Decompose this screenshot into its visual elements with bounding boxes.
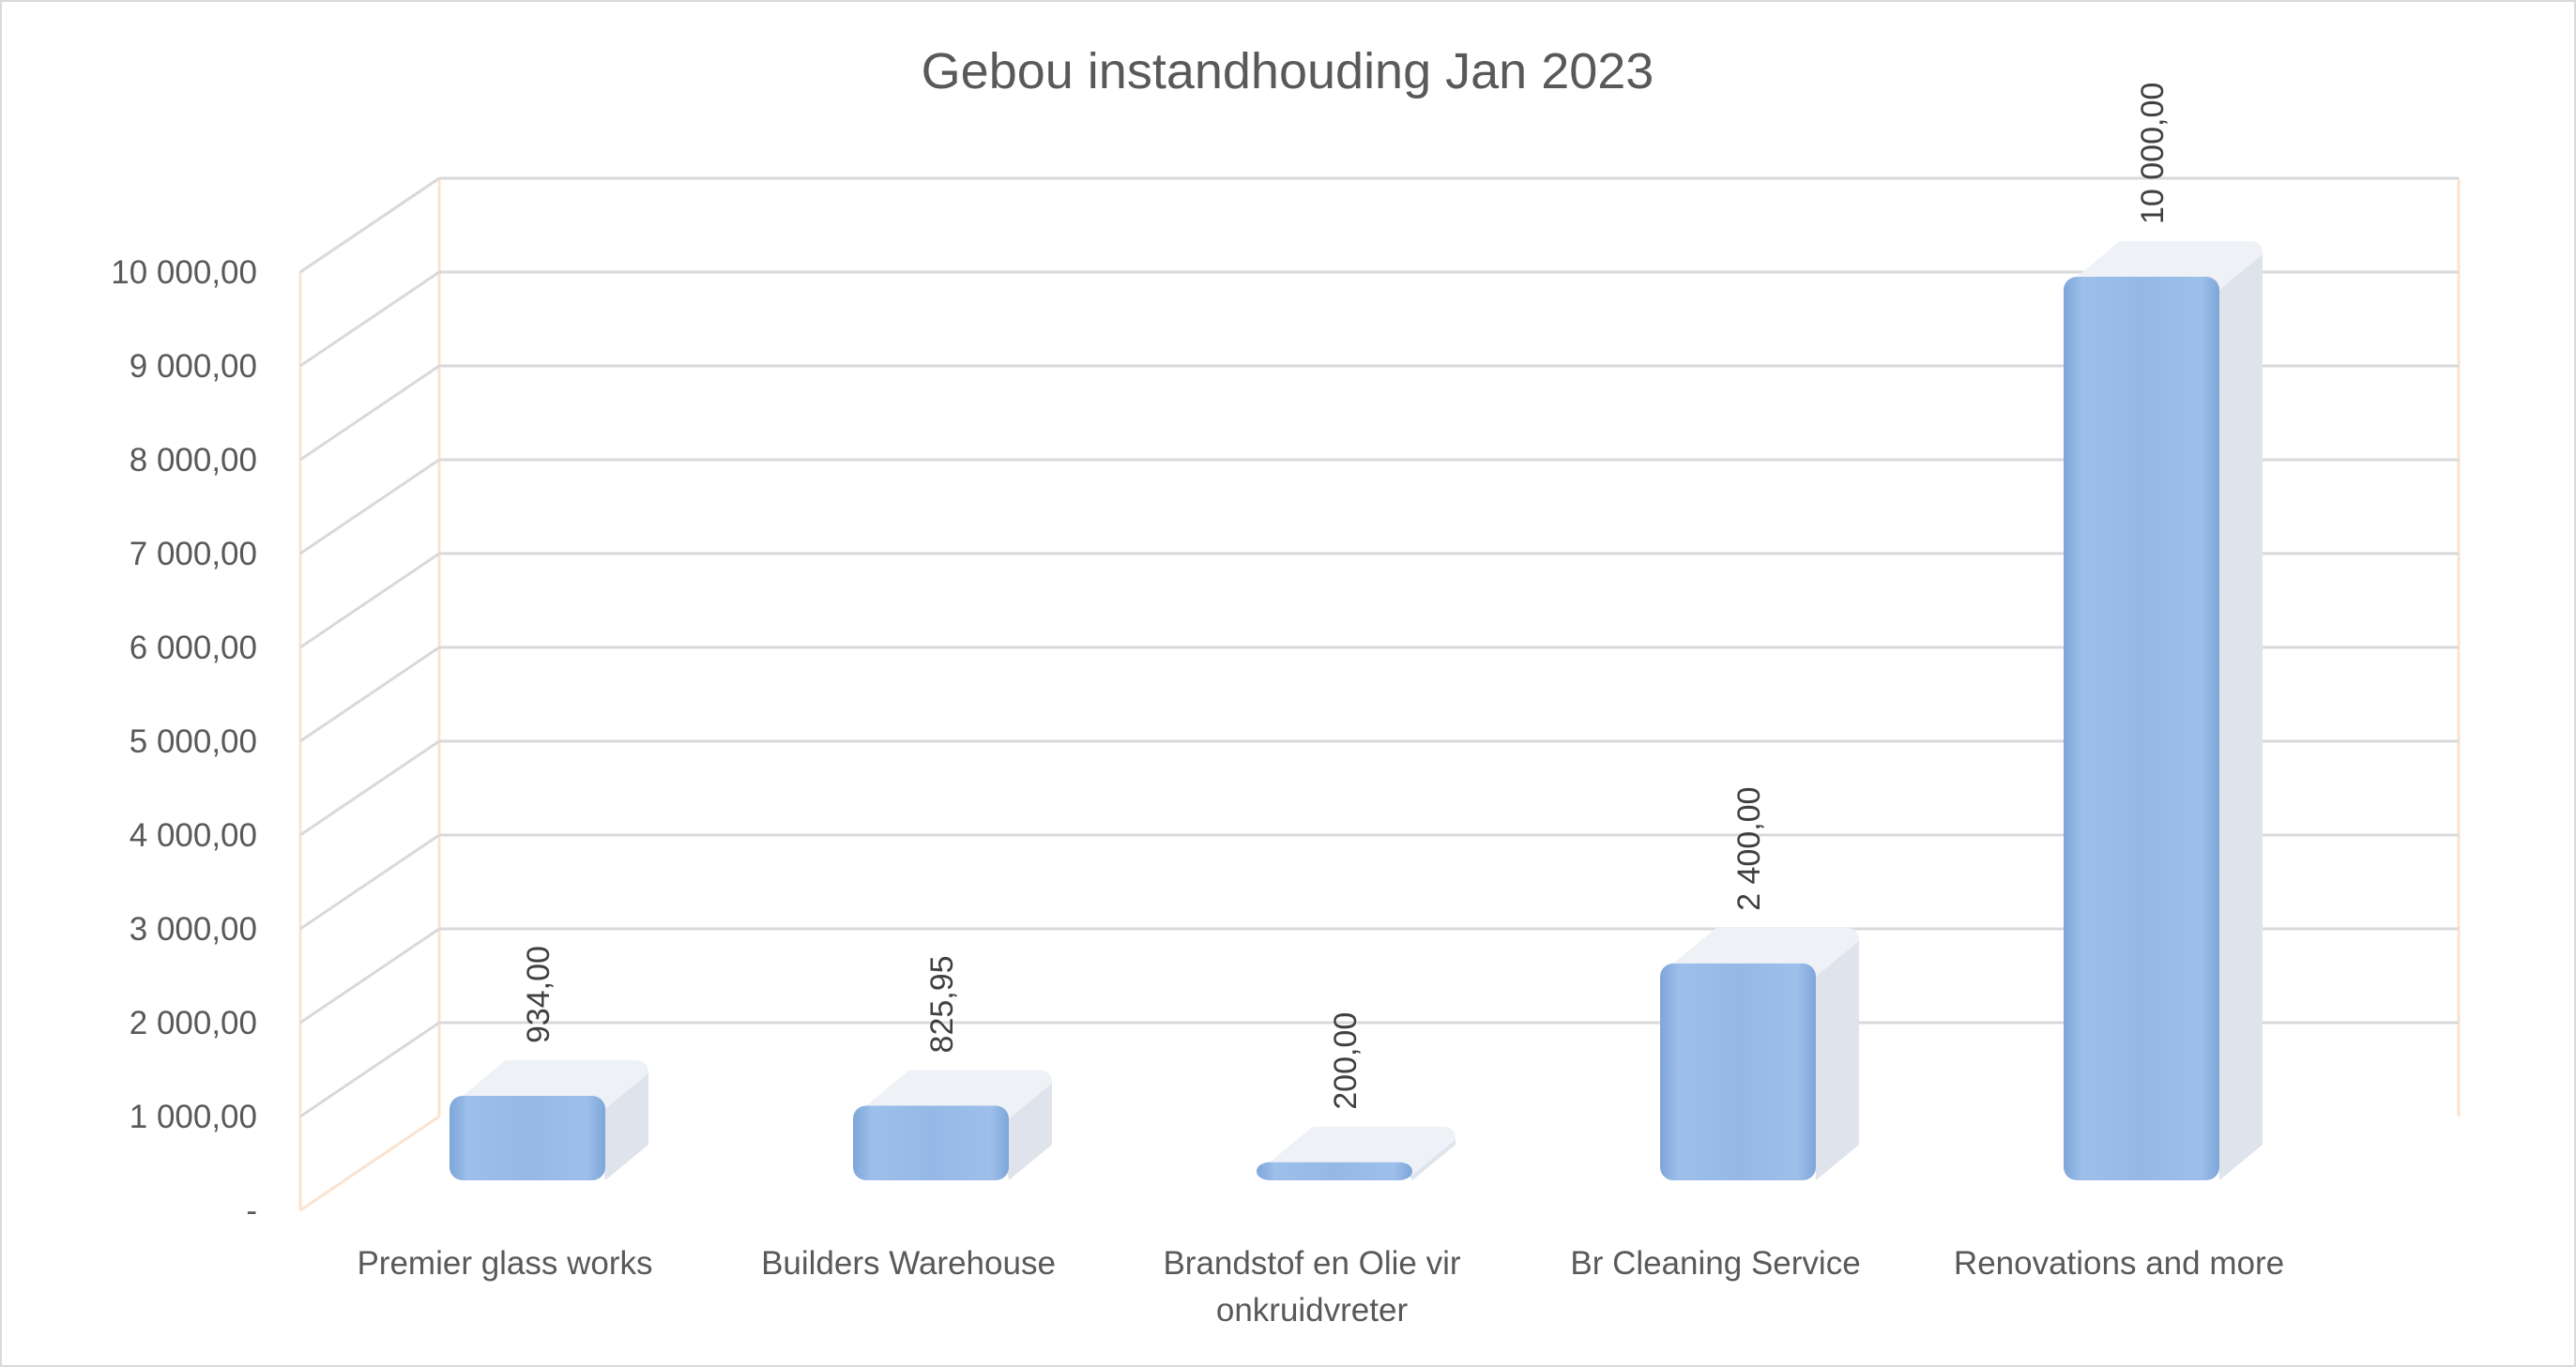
y-tick-label: 5 000,00 [130,723,257,760]
y-tick-label: 8 000,00 [130,442,257,478]
bar [853,1070,1052,1180]
y-axis-labels: - 1 000,00 2 000,00 3 000,00 4 000,00 5 000,0… [111,254,257,1229]
category-label: Renovations and more [1954,1245,2284,1282]
bar-front [2064,277,2219,1180]
gridline-side [299,176,440,274]
data-label: 2 400,00 [1731,787,1767,911]
bar-front [853,1105,1009,1180]
gridline-side [299,833,440,931]
category-label: Premier glass works [357,1245,652,1282]
bar-side [1803,927,1859,1180]
y-tick-label: 3 000,00 [130,911,257,948]
category-label: Brandstof en Olie vir [1163,1245,1460,1282]
bar-top [2077,241,2263,290]
y-tick-label: 2 000,00 [130,1005,257,1041]
category-label: Builders Warehouse [761,1245,1056,1282]
bar-side [2206,241,2263,1180]
data-labels: 934,00 825,95 200,00 2 400,00 10 000,00 [521,83,2171,1110]
bar-front [1660,963,1816,1180]
bar-front [450,1096,605,1180]
data-label: 934,00 [521,946,556,1043]
bar-top [1270,1126,1456,1176]
x-axis-labels: Premier glass works Builders Warehouse Bra… [357,1245,2284,1329]
floor-edge [299,1115,440,1212]
bar [2064,241,2263,1180]
y-tick-label: - [246,1192,257,1229]
gridline-side [299,1021,440,1118]
data-label: 200,00 [1328,1012,1364,1110]
y-tick-label: 9 000,00 [130,348,257,385]
gridline-side [299,364,440,462]
y-tick-label: 7 000,00 [130,536,257,572]
gridline-side [299,646,440,743]
gridline-side [299,458,440,555]
y-tick-label: 1 000,00 [130,1099,257,1135]
gridline-side [299,270,440,368]
category-label: onkruidvreter [1216,1292,1409,1329]
gridline-side [299,552,440,649]
bar [1660,927,1859,1180]
y-tick-label: 4 000,00 [130,817,257,854]
y-tick-label: 10 000,00 [111,254,257,291]
bar-front [1257,1162,1412,1180]
bar-top [463,1060,648,1110]
data-label: 10 000,00 [2135,83,2171,224]
gridline-side [299,927,440,1025]
bar [450,1060,648,1180]
bar [1257,1126,1456,1180]
bars [450,241,2263,1180]
bar-top [1673,927,1859,977]
data-label: 825,95 [924,955,960,1053]
gridline-side [299,739,440,837]
bar-top [866,1070,1052,1119]
chart-title: Gebou instandhouding Jan 2023 [922,43,1654,99]
y-tick-label: 6 000,00 [130,630,257,666]
category-label: Br Cleaning Service [1570,1245,1860,1282]
